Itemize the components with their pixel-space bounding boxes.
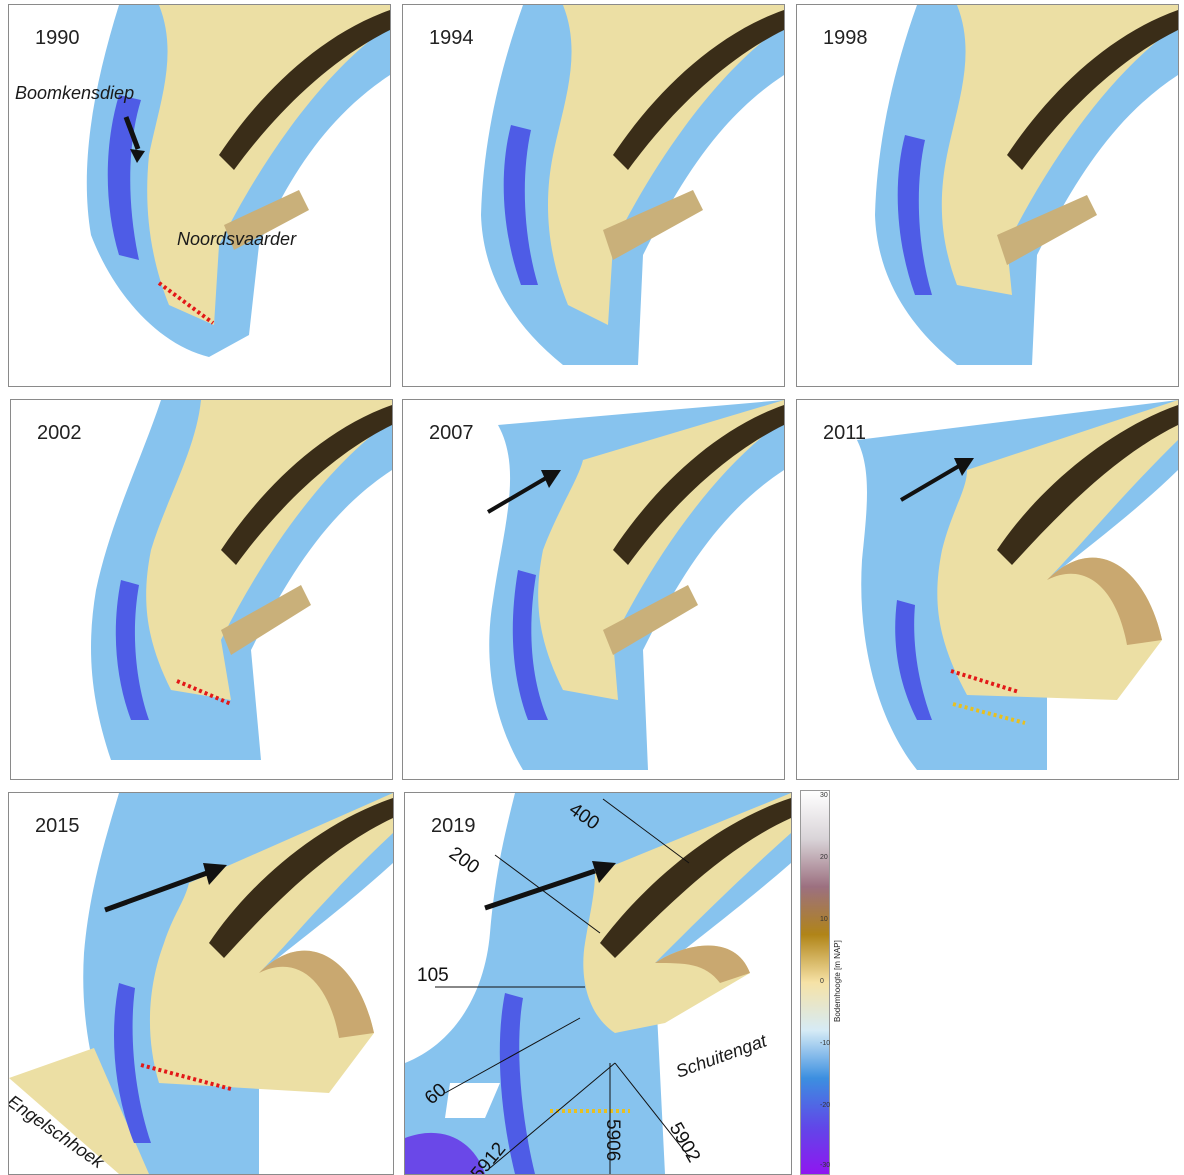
colorbar-tick: -30	[820, 1162, 831, 1169]
bathymetry-map	[857, 400, 1178, 770]
colorbar-tick: 10	[820, 916, 828, 923]
bathymetry-map	[481, 5, 784, 365]
colorbar-tick: -20	[820, 1102, 831, 1109]
map-panel-2015: 2015 Engelschhoek	[8, 792, 394, 1175]
transect-label-5906: 5906	[602, 1119, 623, 1162]
transect-label-105: 105	[417, 965, 449, 986]
colorbar-tick: 20	[820, 854, 828, 861]
map-panel-2011: 2011	[796, 399, 1179, 780]
panel-year: 2015	[35, 815, 80, 837]
colorbar-title: Bodemhoogte [m NAP]	[833, 940, 842, 1022]
panel-year: 2002	[37, 422, 82, 444]
colorbar-tick: -10	[820, 1040, 831, 1047]
map-panel-2002: 2002	[10, 399, 393, 780]
map-panel-2007: 2007	[402, 399, 785, 780]
noordsvaarder-label: Noordsvaarder	[177, 229, 297, 249]
bathymetry-map	[875, 5, 1178, 365]
colorbar-tick: 30	[820, 792, 828, 799]
arrow-icon	[123, 116, 215, 325]
bathymetry-map	[91, 400, 392, 760]
map-panel-1998: 1998	[796, 4, 1179, 387]
panel-year: 1998	[823, 27, 868, 49]
map-panel-1994: 1994	[402, 4, 785, 387]
panel-year: 2011	[823, 422, 867, 444]
colorbar-tick: 0	[820, 978, 824, 985]
colorbar	[800, 790, 830, 1175]
bathymetry-map	[9, 793, 393, 1174]
panel-year: 1990	[35, 27, 80, 49]
map-panel-2019: 2019 400 200 105 60 5912 5906 5902 Schui…	[404, 792, 792, 1175]
panel-year: 2019	[431, 815, 476, 837]
panel-year: 2007	[429, 422, 474, 444]
bathymetry-map	[405, 793, 791, 1174]
boomkensdiep-label: Boomkensdiep	[15, 83, 135, 103]
panel-year: 1994	[429, 27, 474, 49]
bathymetry-map	[86, 5, 390, 357]
map-panel-1990: 1990 Boomkensdiep Noordsvaarder	[8, 4, 391, 387]
bathymetry-map	[486, 400, 784, 770]
